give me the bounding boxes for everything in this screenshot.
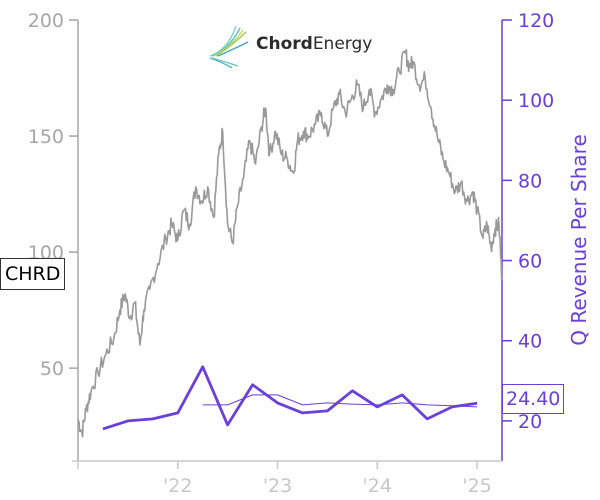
left-axis-tick-label: 200 bbox=[28, 10, 64, 32]
last-value-label: 24.40 bbox=[502, 384, 565, 414]
revenue_avg-series-line bbox=[202, 394, 478, 408]
x-axis-tick-label: '23 bbox=[263, 475, 292, 497]
right-axis-tick-label: 20 bbox=[518, 411, 542, 433]
chart-plot-area bbox=[77, 49, 503, 438]
right-axis-label: Q Revenue Per Share bbox=[567, 134, 591, 346]
x-axis-tick-label: '25 bbox=[462, 475, 491, 497]
revenue-series-line bbox=[102, 365, 478, 431]
x-axis-tick-label: '22 bbox=[163, 475, 192, 497]
logo-wordmark-bold: Chord bbox=[256, 34, 313, 54]
right-axis-tick-label: 100 bbox=[518, 90, 554, 112]
chord-energy-logo: ChordEnergy bbox=[208, 22, 378, 69]
left-axis-tick-label: 150 bbox=[28, 126, 64, 148]
logo-wordmark-light: Energy bbox=[312, 34, 373, 54]
left-axis-tick-label: 50 bbox=[40, 358, 64, 380]
x-axis-tick-label: '24 bbox=[363, 475, 392, 497]
logo-wordmark: ChordEnergy bbox=[256, 34, 372, 54]
price-series-line bbox=[77, 49, 503, 438]
ticker-label: CHRD bbox=[0, 258, 66, 290]
right-axis-tick-label: 40 bbox=[518, 331, 542, 353]
chord-energy-logo-mark-icon bbox=[209, 25, 249, 69]
right-axis-tick-label: 60 bbox=[518, 251, 542, 273]
right-axis-tick-label: 80 bbox=[518, 170, 542, 192]
right-axis-tick-label: 120 bbox=[518, 10, 554, 32]
